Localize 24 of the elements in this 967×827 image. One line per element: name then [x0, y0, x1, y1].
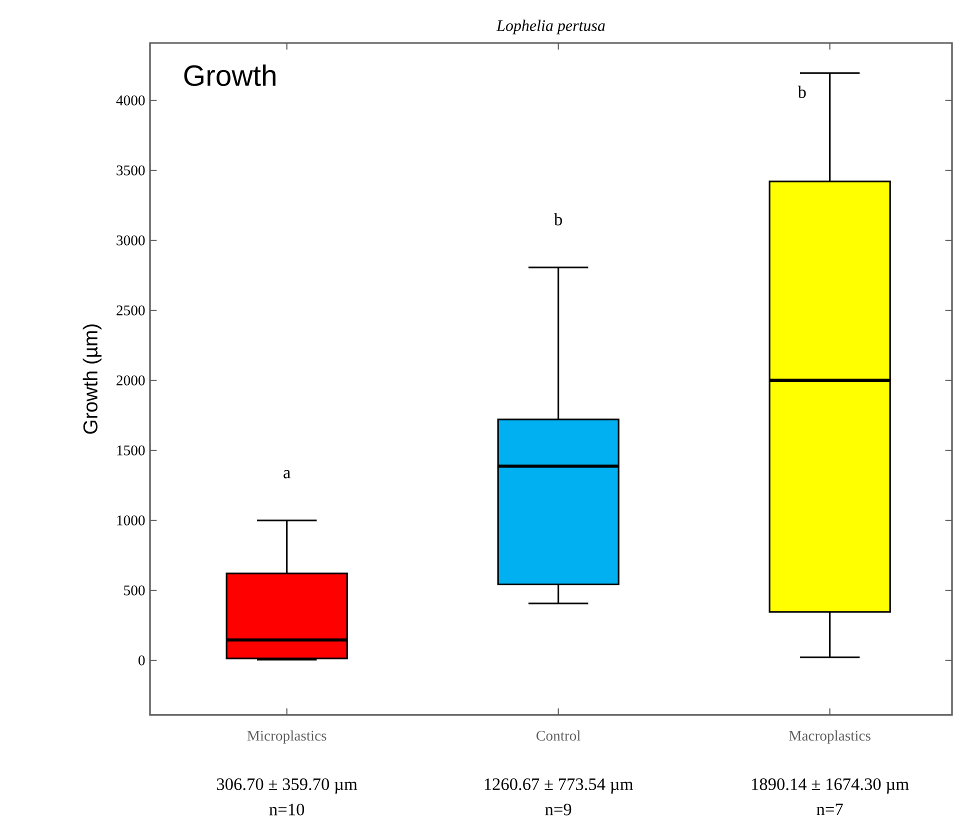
y-tick-label: 3500: [116, 165, 145, 176]
text: 1260.67 ± 773.54 µm: [484, 778, 634, 794]
x-tick-label: Microplastics: [247, 730, 326, 744]
text: n=10: [269, 804, 304, 816]
annotation: b: [554, 213, 562, 226]
text: 1890.14 ± 1674.30 µm: [752, 778, 909, 794]
y-tick-label: 2000: [116, 375, 145, 386]
y-tick-label: 0: [138, 655, 145, 666]
y-tick-label: 3000: [116, 235, 145, 246]
text: 306.70 ± 359.70 µm: [217, 778, 358, 794]
y-tick-label: 1000: [117, 515, 145, 526]
annotation: Growth: [184, 64, 276, 86]
y-tick-label: 500: [124, 585, 145, 596]
annotation: a: [284, 470, 290, 478]
y-tick-label: 4000: [116, 95, 145, 106]
y-tick-label: 1500: [117, 445, 145, 456]
text: n=7: [816, 804, 843, 816]
x-tick-label: Control: [536, 730, 580, 741]
text: n=9: [545, 804, 572, 816]
y-tick-label: 2500: [116, 305, 145, 316]
chart-title: Lophelia pertusa: [496, 20, 605, 34]
y-axis-title: Growth (µm): [82, 324, 102, 434]
x-tick-label: Macroplastics: [789, 730, 870, 744]
annotation: b: [798, 86, 806, 98]
